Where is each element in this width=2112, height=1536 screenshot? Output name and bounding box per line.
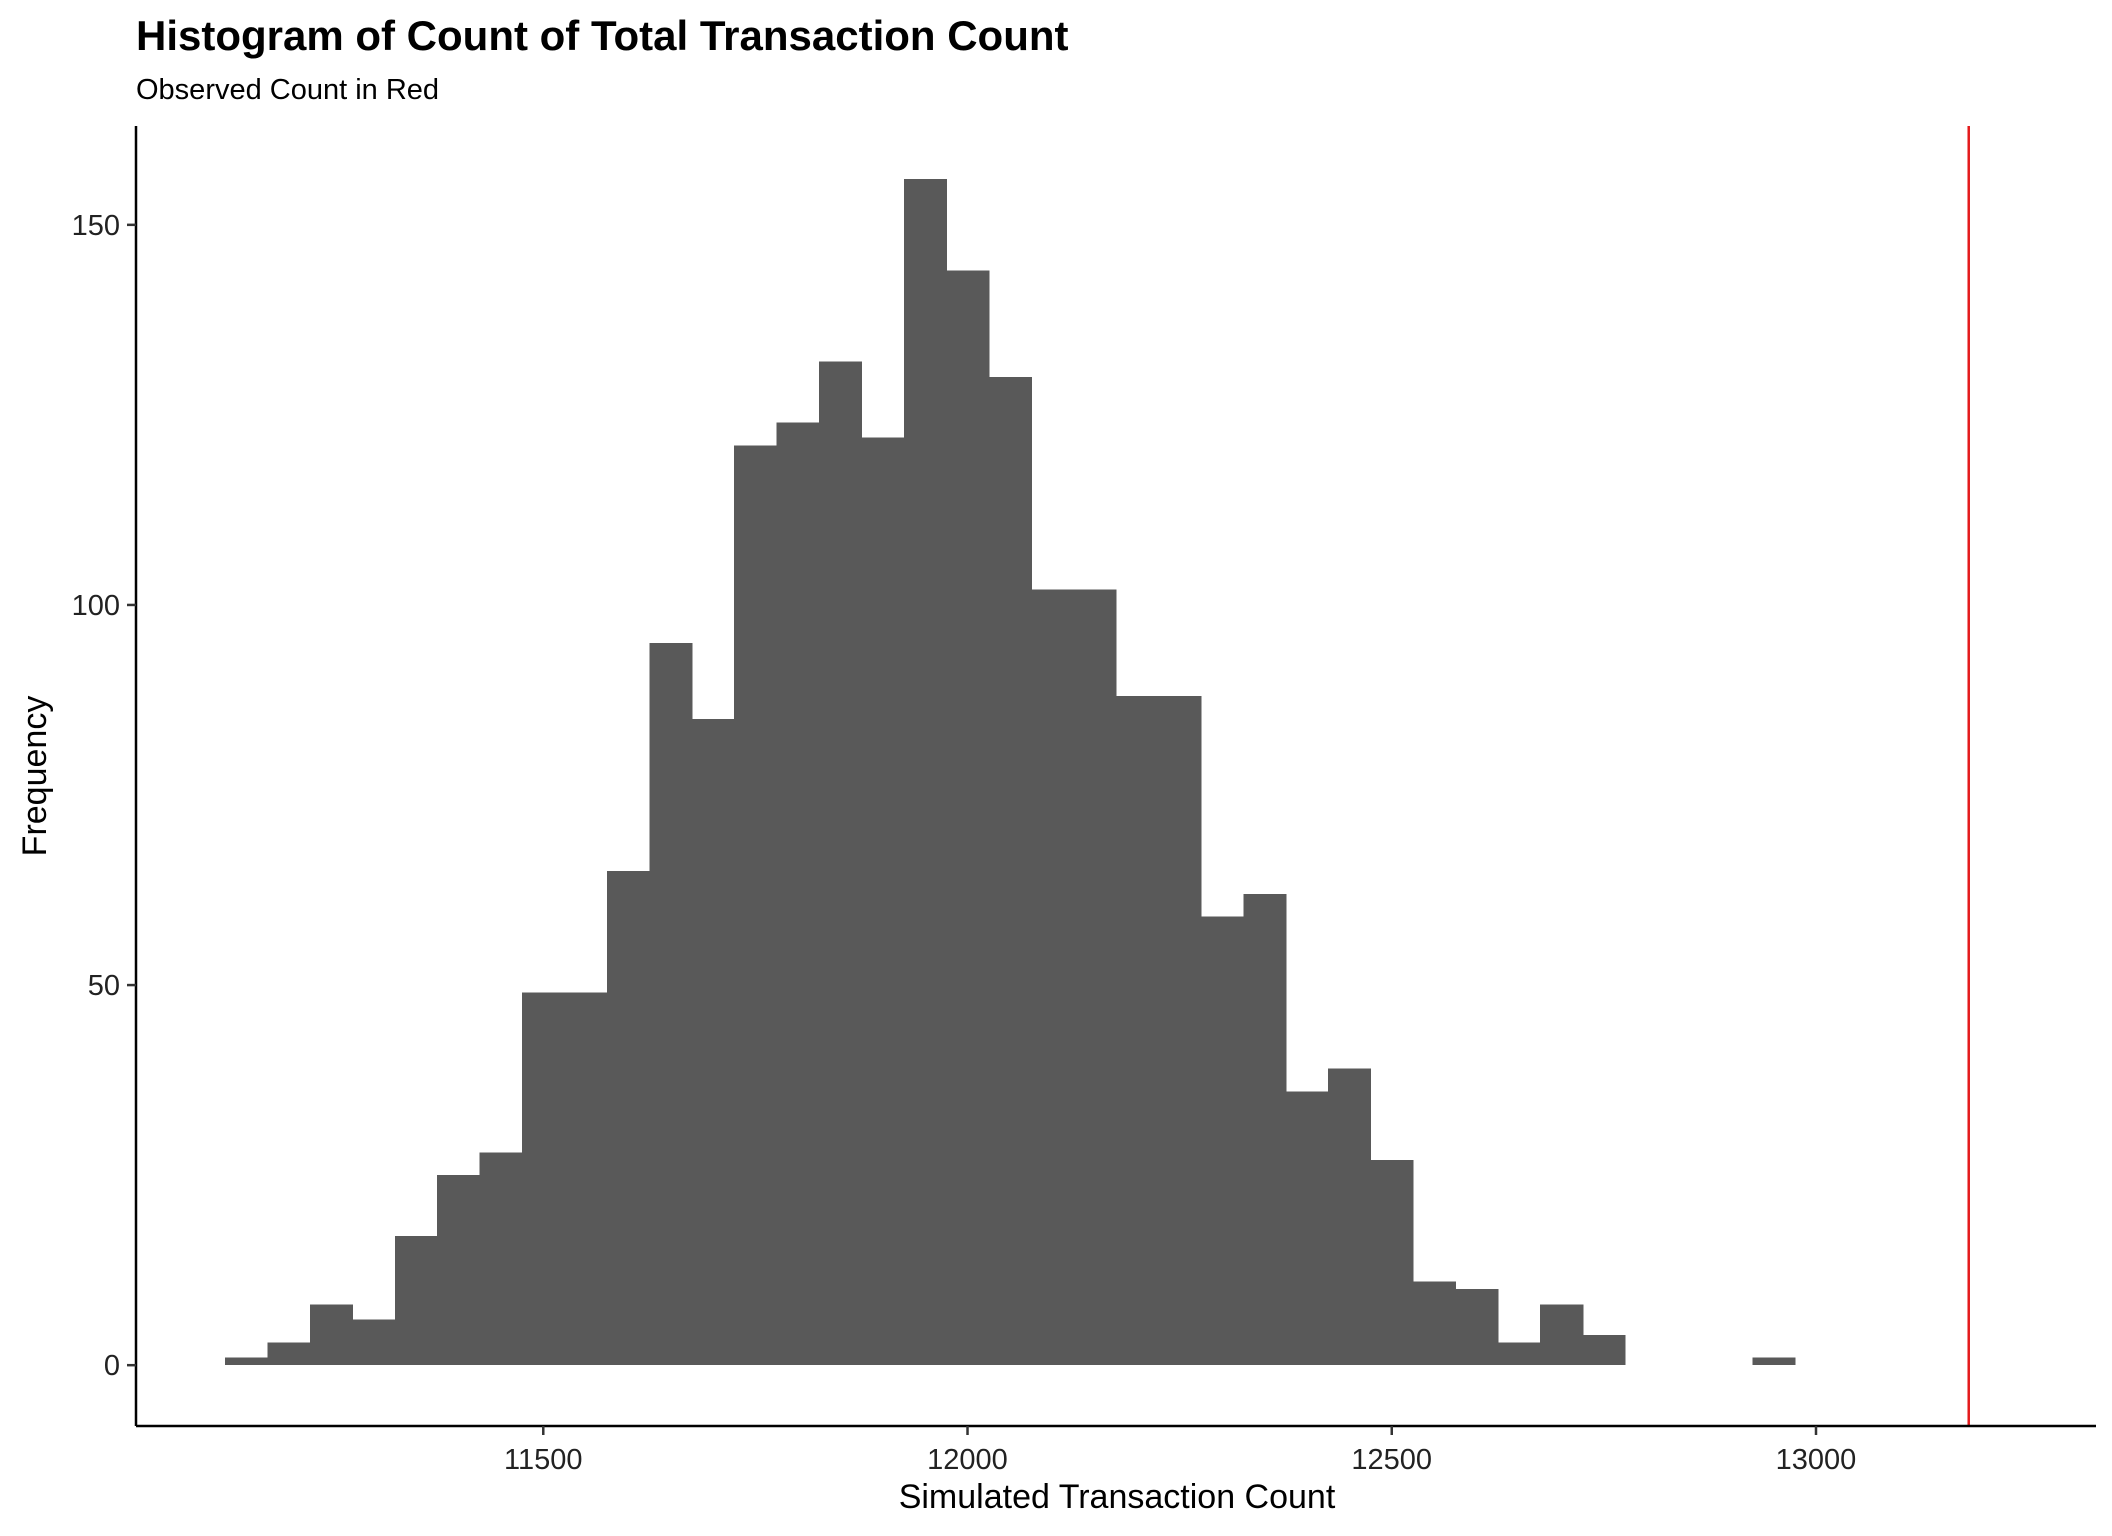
histogram-bar <box>1752 1357 1796 1366</box>
histogram-bar <box>1073 589 1117 1366</box>
histogram-bar <box>1116 696 1160 1366</box>
axes <box>134 126 2096 1428</box>
histogram-bar <box>606 871 650 1366</box>
histogram-bar <box>776 422 820 1366</box>
x-axis-title: Simulated Transaction Count <box>899 1478 1336 1516</box>
y-tick-label: 50 <box>88 970 120 1002</box>
histogram-bar <box>1455 1289 1499 1366</box>
histogram-bar <box>1540 1304 1584 1366</box>
histogram-bar <box>691 718 735 1366</box>
histogram-bar <box>861 437 905 1366</box>
histogram-bar <box>564 992 608 1366</box>
histogram-bar <box>1031 589 1075 1366</box>
x-tick-label: 12000 <box>927 1444 1008 1476</box>
histogram-bar <box>1328 1068 1372 1366</box>
histogram-bar <box>988 376 1032 1366</box>
histogram-bar <box>394 1235 438 1366</box>
histogram-bar <box>819 361 863 1366</box>
tick-labels: 11500 12000 12500 13000 0 50 100 150 <box>72 210 1857 1476</box>
histogram-bar <box>649 642 693 1366</box>
y-axis-title: Frequency <box>16 696 54 857</box>
histogram-bars <box>225 179 1796 1366</box>
histogram-bar <box>437 1175 481 1366</box>
histogram-bar <box>522 992 566 1366</box>
y-tick-label: 0 <box>104 1350 120 1382</box>
y-tick-label: 150 <box>72 210 120 242</box>
histogram-bar <box>1582 1334 1626 1366</box>
y-tick-label: 100 <box>72 590 120 622</box>
histogram-bar <box>1243 893 1287 1366</box>
x-tick-label: 13000 <box>1776 1444 1857 1476</box>
histogram-bar <box>1285 1091 1329 1366</box>
histogram-bar <box>225 1357 269 1366</box>
histogram-bar <box>903 179 947 1366</box>
histogram-bar <box>1200 916 1244 1366</box>
histogram-bar <box>1497 1342 1541 1366</box>
chart-subtitle: Observed Count in Red <box>136 74 440 106</box>
histogram-bar <box>1412 1281 1456 1366</box>
histogram-bar <box>352 1319 396 1366</box>
histogram-bar <box>946 270 990 1366</box>
histogram-bar <box>479 1152 523 1366</box>
x-tick-label: 12500 <box>1351 1444 1432 1476</box>
x-tick-label: 11500 <box>504 1444 583 1476</box>
histogram-bar <box>309 1304 353 1366</box>
histogram-bar <box>1370 1159 1414 1366</box>
histogram-bar <box>1158 696 1202 1366</box>
histogram-bar <box>734 445 778 1366</box>
chart-title: Histogram of Count of Total Transaction … <box>136 12 1069 59</box>
histogram-bar <box>267 1342 311 1366</box>
